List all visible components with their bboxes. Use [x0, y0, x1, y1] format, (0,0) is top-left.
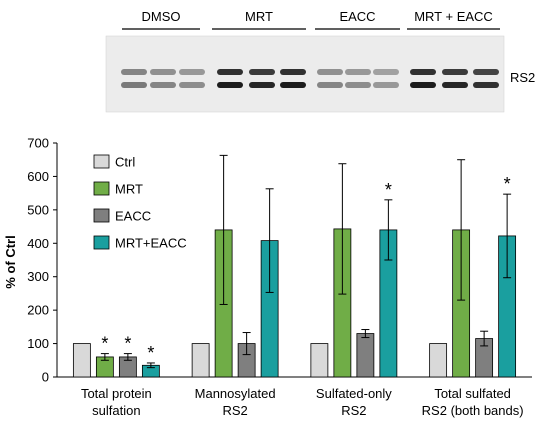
blot-band-lower [150, 82, 176, 88]
lane-group-label: EACC [339, 9, 375, 24]
lane-group-label: DMSO [142, 9, 181, 24]
blot-band-upper [280, 69, 306, 75]
blot-band-upper [442, 69, 468, 75]
category-label: Total sulfated [434, 386, 511, 401]
blot-bands [121, 69, 499, 88]
legend-label: MRT+EACC [115, 236, 187, 251]
category-label: RS2 (both bands) [422, 403, 524, 418]
significance-star: * [504, 174, 511, 194]
significance-star: * [101, 334, 108, 354]
legend-swatch [93, 181, 110, 196]
category-label: RS2 [222, 403, 247, 418]
bar [191, 343, 210, 378]
significance-markers: * * * * * [101, 174, 510, 363]
category-label: Sulfated-only [316, 386, 392, 401]
lane-group-label: MRT + EACC [414, 9, 493, 24]
blot-band-lower [473, 82, 499, 88]
western-blot-panel: DMSO MRT EACC MRT + EACC RS2 [105, 9, 535, 113]
blot-band-lower [373, 82, 399, 88]
blot-band-lower [121, 82, 147, 88]
blot-band-upper [345, 69, 371, 75]
blot-band-upper [473, 69, 499, 75]
legend-swatch [93, 154, 110, 169]
category-label: RS2 [341, 403, 366, 418]
y-tick-label: 100 [27, 336, 49, 351]
legend: Ctrl MRT EACC MRT+EACC [93, 154, 187, 251]
blot-band-upper [150, 69, 176, 75]
y-tick-label: 500 [27, 202, 49, 217]
bar-chart: % of Ctrl 0 100 200 300 400 500 600 700 * * * * * T… [3, 136, 532, 418]
y-tick-label: 600 [27, 169, 49, 184]
bar-series [72, 228, 517, 378]
significance-star: * [124, 334, 131, 354]
blot-band-upper [373, 69, 399, 75]
significance-star: * [147, 343, 154, 363]
lane-group-brackets: DMSO MRT EACC MRT + EACC [122, 9, 500, 30]
blot-band-lower [442, 82, 468, 88]
blot-band-upper [317, 69, 343, 75]
blot-band-lower [217, 82, 243, 88]
legend-label: EACC [115, 209, 151, 224]
bar [429, 343, 448, 378]
lane-group-label: MRT [245, 9, 273, 24]
error-bars [100, 154, 512, 369]
bar [356, 333, 375, 378]
blot-band-lower [317, 82, 343, 88]
y-tick-label: 0 [42, 370, 49, 385]
legend-label: Ctrl [115, 155, 135, 170]
x-axis-category-labels: Total protein sulfation Mannosylated RS2 Sul… [81, 386, 524, 418]
legend-label: MRT [115, 182, 143, 197]
y-axis-label: % of Ctrl [3, 235, 18, 288]
category-label: Mannosylated [195, 386, 276, 401]
band-label-rs2: RS2 [510, 70, 535, 85]
blot-band-lower [345, 82, 371, 88]
category-label: Total protein [81, 386, 152, 401]
blot-band-lower [179, 82, 205, 88]
blot-band-upper [121, 69, 147, 75]
blot-band-upper [179, 69, 205, 75]
bar [310, 343, 329, 378]
significance-star: * [385, 180, 392, 200]
legend-swatch [93, 208, 110, 223]
category-label: sulfation [92, 403, 140, 418]
bar [72, 343, 91, 378]
blot-band-lower [249, 82, 275, 88]
blot-band-lower [410, 82, 436, 88]
blot-band-lower [280, 82, 306, 88]
y-tick-label: 700 [27, 136, 49, 151]
y-tick-label: 200 [27, 303, 49, 318]
y-tick-label: 400 [27, 236, 49, 251]
blot-band-upper [410, 69, 436, 75]
legend-swatch [93, 235, 110, 250]
blot-band-upper [249, 69, 275, 75]
blot-band-upper [217, 69, 243, 75]
y-tick-label: 300 [27, 269, 49, 284]
